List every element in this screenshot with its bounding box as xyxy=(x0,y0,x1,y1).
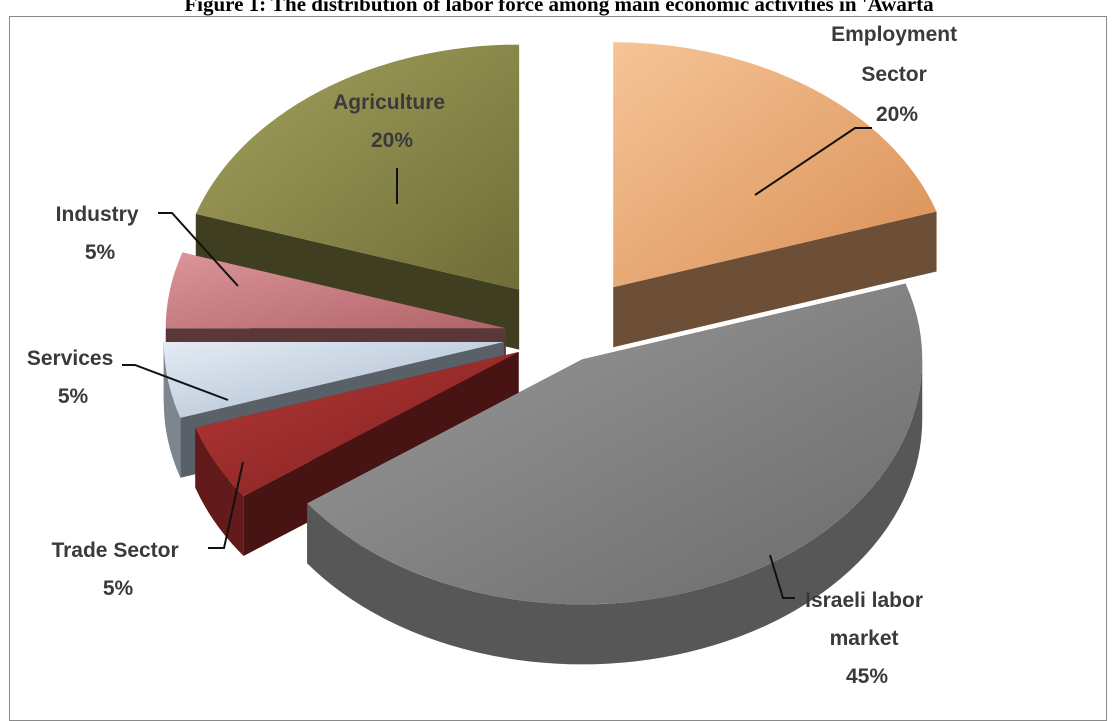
slice-israeli-labor-market xyxy=(307,283,923,665)
leader-line-services xyxy=(122,364,229,401)
leader-line-employment xyxy=(754,127,872,196)
slice-employment-sector xyxy=(613,42,937,348)
slice-labels: Employment Sector 20% Israeli labor mark… xyxy=(27,23,963,688)
label-trade-sector: Trade Sector 5% xyxy=(51,539,184,600)
label-industry: Industry 5% xyxy=(56,203,145,264)
label-agriculture: Agriculture 20% xyxy=(333,91,451,152)
leader-line-israeli xyxy=(769,554,795,599)
leader-line-industry xyxy=(158,212,239,287)
leader-line-trade xyxy=(208,461,244,549)
label-employment-sector: Employment Sector 20% xyxy=(831,23,963,126)
label-israeli-labor-market: Israeli labor market 45% xyxy=(805,589,929,688)
leader-lines xyxy=(122,127,872,599)
label-services: Services 5% xyxy=(27,347,119,408)
chart-title: Figure 1: The distribution of labor forc… xyxy=(184,0,934,16)
